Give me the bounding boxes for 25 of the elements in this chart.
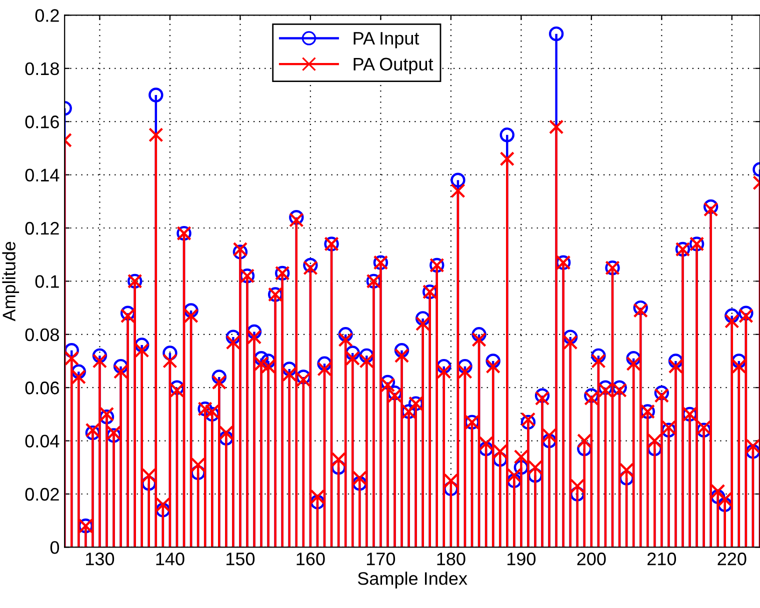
x-tick-label: 170 [367, 552, 396, 566]
legend-label: PA Output [354, 58, 434, 74]
x-tick-label: 190 [507, 552, 536, 566]
y-tick-label: 0.16 [25, 116, 59, 128]
y-tick-label: 0.18 [25, 62, 59, 76]
y-tick-label: 0.14 [25, 168, 60, 182]
y-tick-label: 0.1 [35, 275, 59, 288]
x-tick-label: 140 [156, 552, 184, 566]
x-tick-label: 200 [577, 552, 606, 566]
y-tick-label: 0 [50, 541, 60, 554]
x-tick-label: 220 [718, 552, 746, 566]
x-tick-label: 210 [648, 552, 676, 566]
y-tick-label: 0.06 [25, 382, 59, 394]
x-tick-label: 130 [86, 552, 114, 566]
x-tick-label: 180 [437, 552, 466, 566]
y-tick-label: 0.08 [25, 328, 59, 342]
x-tick-label: 150 [226, 552, 255, 566]
legend-label: PA Input [354, 32, 420, 48]
y-tick-label: 0.2 [35, 9, 59, 22]
x-tick-label: 160 [296, 552, 325, 566]
y-axis-title: Amplitude [2, 242, 20, 322]
y-tick-label: 0.04 [25, 434, 60, 448]
y-tick-label: 0.02 [25, 488, 59, 501]
x-axis-title: Sample Index [358, 572, 468, 588]
y-tick-label: 0.12 [25, 222, 59, 235]
